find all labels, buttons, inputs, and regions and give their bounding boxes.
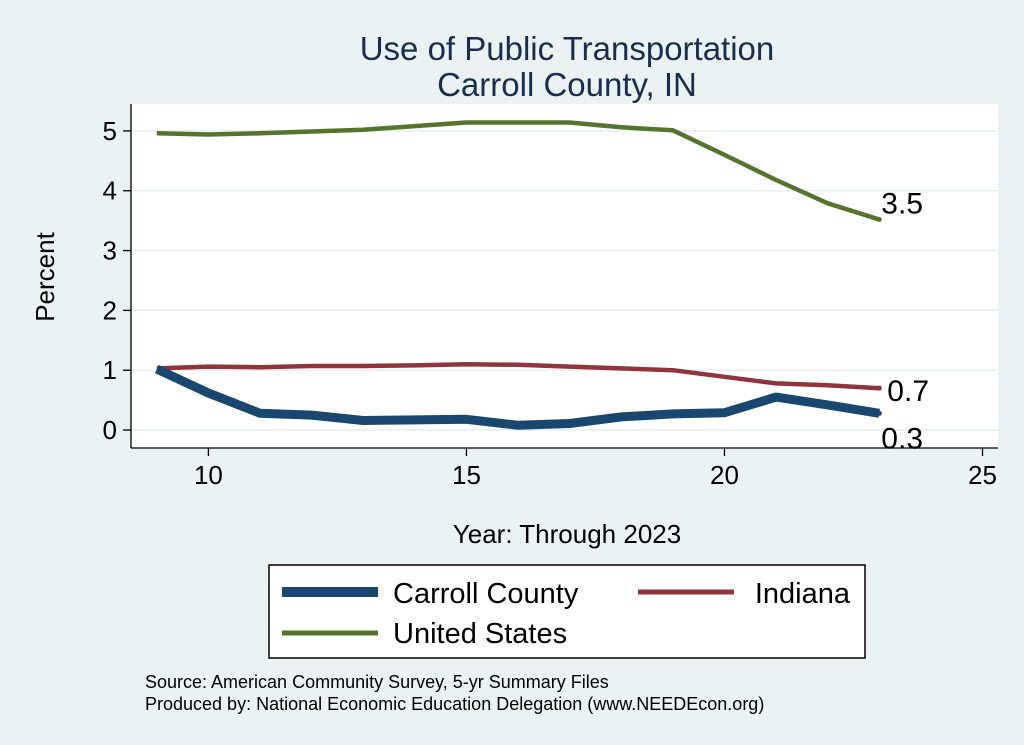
legend: Carroll County Indiana United States [268,564,866,659]
chart-title: Use of Public Transportation [360,30,775,67]
x-tick-label-20: 20 [710,460,739,490]
y-axis-ticks: 0 1 2 3 4 5 [103,116,131,445]
source-note: Source: American Community Survey, 5-yr … [145,672,609,692]
series-endpoint-carroll-county [876,410,882,416]
axes [130,104,998,449]
y-tick-label-2: 2 [103,295,117,325]
y-tick-label-5: 5 [103,116,117,146]
y-tick-label-1: 1 [103,355,117,385]
end-label-carroll-county: 0.3 [881,422,923,455]
series-endpoint-united-states [876,216,882,222]
chart-subtitle: Carroll County, IN [437,66,697,103]
y-axis-label: Percent [30,231,60,321]
x-axis-label: Year: Through 2023 [453,519,681,549]
legend-label-united-states: United States [393,618,567,650]
x-tick-label-15: 15 [452,460,481,490]
legend-label-indiana: Indiana [755,578,851,610]
producer-note: Produced by: National Economic Education… [145,694,764,714]
x-tick-label-10: 10 [194,460,223,490]
series-line-carroll-county [154,364,881,430]
end-label-indiana: 0.7 [887,375,929,408]
legend-box [268,564,866,659]
y-tick-label-4: 4 [103,176,117,206]
y-tick-label-0: 0 [103,415,117,445]
series-line-indiana [156,361,880,391]
series-endpoint-indiana [876,385,882,391]
x-axis-ticks: 10 15 20 25 [194,448,997,490]
series-line-united-states [156,120,880,222]
end-labels: 0.3 0.7 3.5 [881,187,929,455]
end-label-united-states: 3.5 [881,187,923,220]
y-tick-label-3: 3 [103,236,117,266]
legend-label-carroll-county: Carroll County [393,578,579,610]
series-lines [154,120,882,430]
plot-area [131,104,998,448]
x-tick-label-25: 25 [968,460,997,490]
